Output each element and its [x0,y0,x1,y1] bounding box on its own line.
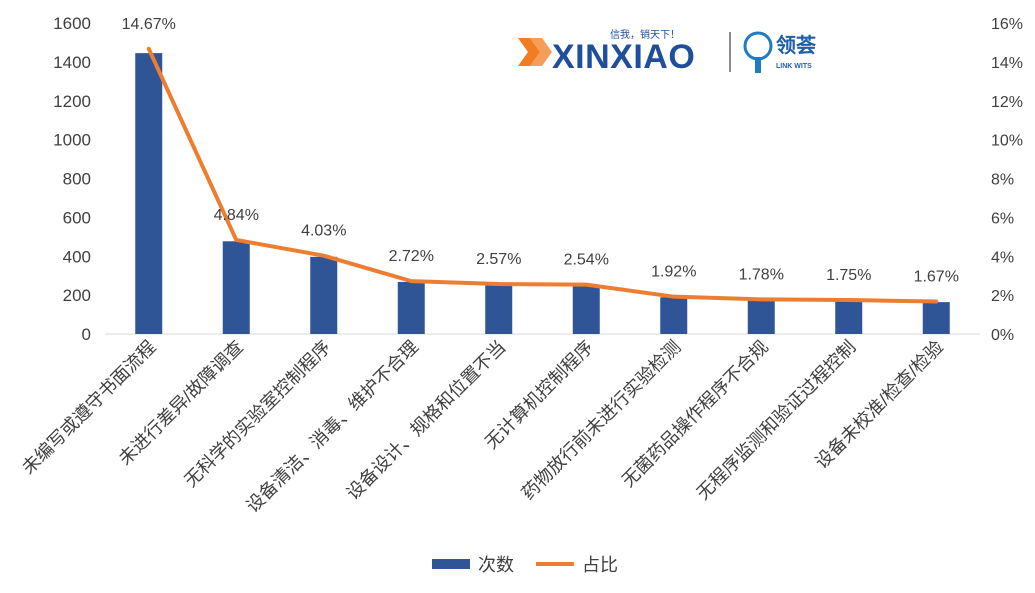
left-tick-label: 1200 [53,92,91,111]
left-tick-label: 1600 [53,14,91,33]
bar [310,256,338,334]
bar [135,53,163,335]
bar [660,297,688,334]
line-point [323,255,325,257]
legend-item-count: 次数 [432,551,514,577]
legend: 次数 占比 [432,551,640,577]
xinxiao-logo: XINXIAO 信我，销天下！ 领荟 LINK WITS [518,28,816,76]
right-tick-label: 14% [991,55,1023,72]
logo-slogan: 信我，销天下！ [610,28,680,41]
logo-partner: 领荟 [776,33,816,57]
left-tick-label: 600 [63,208,91,227]
category-label: 无科学的实验室控制程序 [180,337,334,491]
right-tick-label: 12% [991,94,1023,111]
legend-line-swatch [536,562,574,566]
line-point [760,298,762,300]
bar-series [135,53,950,335]
left-tick-label: 800 [63,170,91,189]
logo-chevron-1 [518,38,540,66]
data-label: 1.78% [739,266,784,283]
data-label: 1.75% [826,267,871,284]
bar [922,302,950,334]
bar [397,281,425,334]
data-label: 1.92% [651,264,696,281]
category-labels: 未编写或遵守书面流程未进行差异/故障调查无科学的实验室控制程序设备清洁、消毒、维… [18,337,947,517]
right-tick-label: 4% [991,249,1014,266]
data-label: 14.67% [122,16,176,33]
ratio-line [146,46,939,304]
right-tick-label: 8% [991,172,1014,189]
line-point [148,48,150,50]
line-point [848,299,850,301]
category-label: 药物放行前未进行实验检测 [518,337,685,504]
bar [835,300,863,334]
line-point [585,284,587,286]
bar [747,299,775,334]
bar [222,241,250,334]
data-label: 4.84% [214,207,259,224]
left-tick-label: 1400 [53,53,91,72]
data-label: 2.54% [564,252,609,269]
legend-bar-label: 次数 [478,555,514,575]
logo-partner-sub: LINK WITS [776,63,812,70]
line-point [410,280,412,282]
line-point [498,283,500,285]
left-axis-ticks: 0 200 400 600 800 1000 1200 1400 1600 [53,14,91,344]
data-label: 1.67% [914,269,959,286]
left-tick-label: 1000 [53,131,91,150]
right-tick-label: 0% [991,327,1014,344]
data-labels: 14.67% 4.84% 4.03% 2.72% 2.57% 2.54% 1.92% 1.78… [122,16,959,286]
left-tick-label: 200 [63,286,91,305]
data-label: 2.57% [476,251,521,268]
left-tick-label: 0 [82,325,91,344]
bar [485,284,513,334]
right-tick-label: 16% [991,16,1023,33]
line-point [935,301,937,303]
right-tick-label: 6% [991,210,1014,227]
right-axis-ticks: 0% 2% 4% 6% 8% 10% 12% 14% 16% [991,16,1023,344]
line-point [235,239,237,241]
logo-brand: XINXIAO [552,38,695,76]
logo-key-icon [743,31,773,61]
right-tick-label: 10% [991,133,1023,150]
right-tick-label: 2% [991,288,1014,305]
legend-bar-swatch [432,559,470,569]
data-label: 4.03% [301,223,346,240]
logo-chevron-2 [530,38,552,66]
logo-key-stem [755,57,761,73]
data-label: 2.72% [389,248,434,265]
category-label: 设备清洁、消毒、维护不合理 [242,337,422,517]
line-point [673,296,675,298]
category-label: 设备设计、规格和位置不当 [343,337,510,504]
legend-line-label: 占比 [582,555,618,575]
category-label: 无程序监测和验证过程控制 [693,337,860,504]
bar [572,285,600,334]
left-tick-label: 400 [63,247,91,266]
category-label: 无菌药品操作程序不合规 [618,337,772,491]
legend-item-ratio: 占比 [536,551,618,577]
line-series [146,46,939,304]
